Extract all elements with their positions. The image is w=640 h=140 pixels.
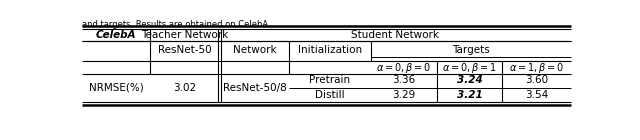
Text: 3.36: 3.36 (392, 75, 415, 85)
Text: 3.24: 3.24 (456, 75, 483, 85)
Text: ResNet-50: ResNet-50 (158, 45, 211, 55)
Text: 3.54: 3.54 (525, 90, 548, 100)
Text: Pretrain: Pretrain (309, 75, 351, 85)
Text: $\alpha=0,\beta=0$: $\alpha=0,\beta=0$ (376, 61, 431, 75)
Text: Targets: Targets (452, 45, 490, 55)
Text: 3.02: 3.02 (173, 83, 196, 93)
Text: $\alpha=0,\beta=1$: $\alpha=0,\beta=1$ (442, 61, 497, 75)
Text: NRMSE(%): NRMSE(%) (89, 83, 143, 93)
Text: Initialization: Initialization (298, 45, 362, 55)
Text: $\alpha=1,\beta=0$: $\alpha=1,\beta=0$ (509, 61, 564, 75)
Text: CelebA: CelebA (96, 30, 136, 40)
Text: and targets. Results are obtained on CelebA.: and targets. Results are obtained on Cel… (83, 20, 271, 29)
Text: 3.60: 3.60 (525, 75, 548, 85)
Text: Student Network: Student Network (351, 30, 439, 40)
Text: 3.21: 3.21 (456, 90, 483, 100)
Text: 3.29: 3.29 (392, 90, 415, 100)
Text: Distill: Distill (315, 90, 345, 100)
Text: Network: Network (232, 45, 276, 55)
Text: Teacher Network: Teacher Network (141, 30, 228, 40)
Text: ResNet-50/8: ResNet-50/8 (223, 83, 286, 93)
